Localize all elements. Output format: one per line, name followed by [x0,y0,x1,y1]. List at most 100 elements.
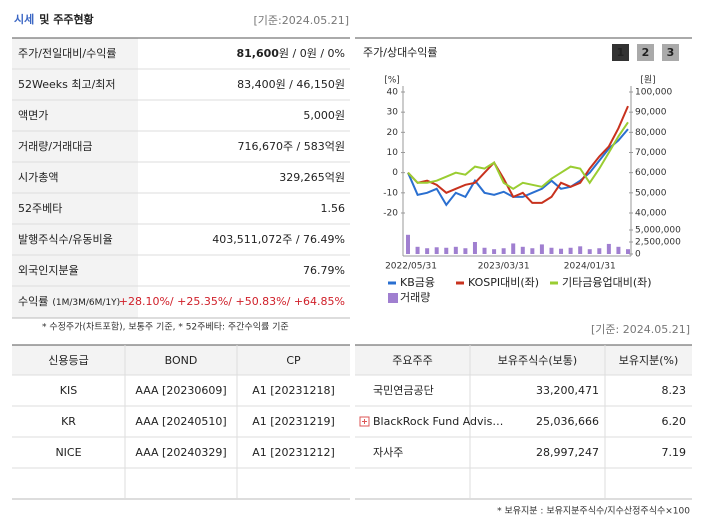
table-cell: A1 [20231219] [252,415,335,428]
table-cell: A1 [20231212] [252,446,335,459]
holder-date: [기준: 2024.05.21] [591,323,690,336]
y-tick-label: 20 [387,128,399,138]
row-label: 52주베타 [18,202,62,215]
row-value-text: 83,400원 / 46,150원 [237,78,345,91]
row-label: 주가/전일대비/수익률 [18,46,117,60]
y2-tick-label: 80,000 [635,128,667,138]
volume-bar [520,246,525,254]
row-label-text: 외국인지분율 [18,264,79,277]
y-tick-label: -10 [383,188,398,198]
volume-bar [501,248,506,254]
expand-icon-plus[interactable] [362,419,367,424]
x-tick-label: 2022/05/31 [385,262,437,272]
row-value: 5,000원 [303,109,345,122]
page-button[interactable] [637,44,654,61]
x-tick-label: 2024/01/31 [564,262,616,272]
row-value-text: 5,000원 [303,109,345,122]
y2-tick-label: 90,000 [635,108,667,118]
volume-bar [539,244,544,254]
row-value-text: 403,511,072주 / 76.49% [212,233,345,246]
row-value-text: 329,265억원 [279,171,345,184]
table-cell: 국민연금공단 [373,384,434,397]
y2-tick-label: 50,000 [635,188,667,198]
volume-bar [492,249,497,254]
volume-bar [425,248,430,254]
series-line [407,128,629,207]
y2-tick-label: 40,000 [635,209,667,219]
row-value-bold: 81,600 [236,47,279,60]
volume-bar [530,248,535,254]
series-line [407,121,629,190]
volume-bar [406,234,410,254]
row-label-text: 주가/전일대비/수익률 [18,46,117,60]
content: 시세 및 주주현황 [기준:2024.05.21] 주가/전일대비/수익률 81,600… [12,12,692,517]
row-label: 액면가 [18,109,48,122]
table-cell: 7.19 [662,446,687,459]
row-label-text: 52주베타 [18,202,62,215]
row-value: 76.79% [303,264,345,277]
label-column [12,38,138,318]
row-value-text: 76.79% [303,264,345,277]
row-label-text: 수익률 [18,295,48,308]
page-button[interactable] [612,44,629,61]
y3-tick-label: 2,500,000 [635,238,681,248]
volume-bar [434,247,439,254]
volume-bar [482,247,487,254]
row-value: 81,600원 / 0원 / 0% [236,47,345,60]
volume-bar [549,247,554,254]
row-sublabel: (1M/3M/6M/1Y) [52,298,120,308]
table-cell: KR [61,415,76,428]
row-label-text: 발행주식수/유동비율 [18,233,113,246]
page-button-label[interactable]: 1 [617,46,625,59]
y-tick-label: 0 [392,168,398,178]
section-title: 시세 및 주주현황 [14,12,94,26]
row-value-text: 1.56 [321,202,346,215]
row-label-text: 52Weeks 최고/최저 [18,78,116,91]
title-highlight: 시세 [14,12,34,26]
row-label: 거래량/거래대금 [18,140,93,153]
y2-axis-label: [원] [640,75,655,86]
table-cell: A1 [20231218] [252,384,335,397]
row-value-text: +28.10%/ +25.35%/ +50.83%/ +64.85% [119,295,345,308]
table-cell: AAA [20230609] [135,384,226,397]
header-bg [12,345,350,375]
row-value: +28.10%/ +25.35%/ +50.83%/ +64.85% [119,295,345,308]
row-value-text: 원 / 0원 / 0% [279,47,345,60]
column-header: 보유주식수(보통) [498,354,577,367]
page-button-label[interactable]: 2 [642,46,650,59]
row-value: 83,400원 / 46,150원 [237,78,345,91]
y2-tick-label: 70,000 [635,148,667,158]
y-tick-label: 30 [387,108,399,118]
column-header: 주요주주 [392,354,432,367]
table-cell: 8.23 [662,384,687,397]
row-label-text: 거래량/거래대금 [18,140,93,153]
table-cell: 자사주 [373,446,403,459]
table-cell: AAA [20240510] [135,415,226,428]
table-cell: 25,036,666 [536,415,599,428]
legend-swatch [388,293,398,303]
y-axis-label: [%] [384,76,400,86]
volume-bar [587,249,592,254]
holder-note: * 보유지분 : 보유지분주식수/지수산정주식수×100 [497,506,690,517]
volume-bar [559,248,564,254]
y-tick-label: -20 [383,209,398,219]
volume-bar [511,243,516,254]
column-header: CP [286,354,301,367]
header-bg [355,345,692,375]
row-label: 수익률 (1M/3M/6M/1Y) [18,295,120,308]
table-cell: BlackRock Fund Advis… [373,415,503,428]
row-value-text: 716,670주 / 583억원 [237,140,345,153]
table-cell: 6.20 [662,415,687,428]
volume-bar [444,247,449,254]
page-button-label[interactable]: 3 [667,46,675,59]
series-line [407,105,629,204]
page-button[interactable] [662,44,679,61]
volume-bar [616,246,621,254]
legend-label: 기타금융업대비(좌) [562,276,652,289]
legend-label: KOSPI대비(좌) [468,276,539,289]
row-value: 403,511,072주 / 76.49% [212,233,345,246]
volume-bar [415,246,420,254]
table-note: * 수정주가(차트포함), 보통주 기준, * 52주베타: 주간수익률 기준 [42,321,289,333]
volume-bar [578,246,583,254]
